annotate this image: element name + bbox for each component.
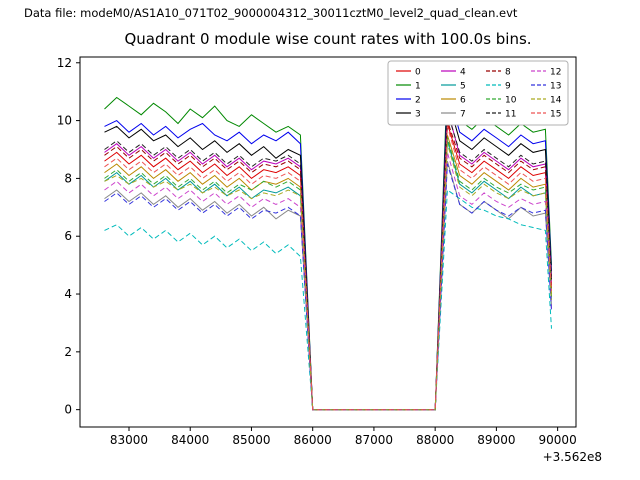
legend-label: 11: [505, 110, 516, 120]
y-tick-label: 2: [64, 345, 72, 359]
y-tick-label: 4: [64, 287, 72, 301]
series-line-14: [104, 143, 552, 411]
series-line-3: [104, 97, 552, 411]
legend-label: 8: [505, 68, 511, 78]
legend-label: 1: [415, 82, 421, 92]
series-line-10: [104, 137, 552, 411]
x-tick-label: 84000: [171, 433, 209, 447]
series-line-12: [104, 152, 552, 411]
x-tick-label: 87000: [355, 433, 393, 447]
x-axis: 83000 84000 85000 86000 87000 88000 89000 90000: [110, 427, 577, 447]
y-tick-label: 12: [57, 56, 72, 70]
legend-label: 14: [550, 96, 562, 106]
legend-label: 6: [460, 96, 466, 106]
legend-label: 3: [415, 110, 421, 120]
series-line-4: [104, 108, 552, 411]
legend-label: 7: [460, 110, 466, 120]
legend-box: [387, 60, 569, 126]
x-tick-label: 85000: [232, 433, 270, 447]
series-lines: [104, 77, 552, 411]
legend-label: 5: [460, 82, 466, 92]
x-tick-label: 83000: [110, 433, 148, 447]
series-line-6: [104, 134, 552, 411]
plot-frame: [79, 56, 577, 428]
data-file-label: Data file: modeM0/AS1A10_071T02_90000043…: [24, 6, 518, 20]
series-line-5: [104, 140, 552, 411]
legend-label: 13: [550, 82, 561, 92]
legend-label: 4: [460, 68, 466, 78]
x-tick-label: 89000: [477, 433, 515, 447]
series-line-11: [104, 111, 552, 411]
y-tick-label: 10: [57, 114, 72, 128]
x-tick-label: 90000: [539, 433, 577, 447]
legend-label: 0: [415, 68, 421, 78]
series-line-2: [104, 88, 552, 411]
legend-label: 12: [550, 68, 561, 78]
series-line-0: [104, 123, 552, 411]
legend-label: 10: [505, 96, 517, 106]
y-axis: 0 2 4 6 8 10 12: [57, 56, 80, 417]
x-axis-offset-label: +3.562e8: [542, 450, 602, 464]
legend-label: 2: [415, 96, 421, 106]
chart-title: Quadrant 0 module wise count rates with …: [124, 30, 532, 48]
y-tick-label: 0: [64, 403, 72, 417]
x-tick-label: 88000: [416, 433, 454, 447]
x-tick-label: 86000: [294, 433, 332, 447]
y-tick-label: 8: [64, 171, 72, 185]
series-line-1: [104, 77, 552, 411]
y-tick-label: 6: [64, 229, 72, 243]
series-line-15: [104, 126, 552, 411]
legend-label: 9: [505, 82, 511, 92]
series-line-7: [104, 160, 552, 411]
series-line-9: [104, 189, 552, 411]
legend-label: 15: [550, 110, 561, 120]
